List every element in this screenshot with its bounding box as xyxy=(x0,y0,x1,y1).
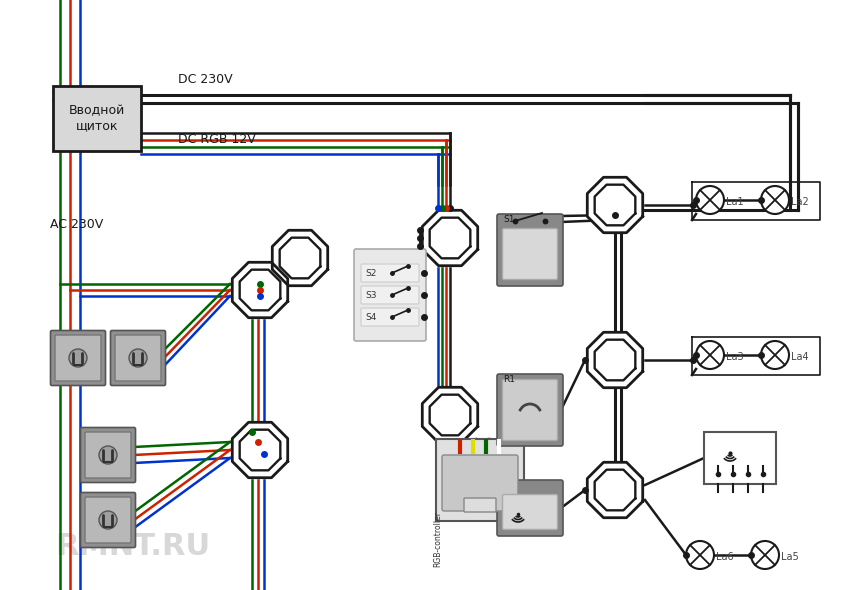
Text: S1: S1 xyxy=(503,215,514,224)
Circle shape xyxy=(129,349,147,367)
Circle shape xyxy=(69,349,87,367)
Text: R1: R1 xyxy=(503,375,515,384)
Polygon shape xyxy=(232,422,287,478)
Circle shape xyxy=(686,541,714,569)
Text: Вводной
щиток: Вводной щиток xyxy=(69,104,125,132)
Polygon shape xyxy=(587,177,643,232)
FancyBboxPatch shape xyxy=(85,497,131,543)
Polygon shape xyxy=(280,238,320,278)
FancyBboxPatch shape xyxy=(442,455,518,511)
Text: S3: S3 xyxy=(365,290,377,300)
FancyBboxPatch shape xyxy=(81,428,135,483)
Text: S2: S2 xyxy=(365,268,377,277)
Text: RMNT.RU: RMNT.RU xyxy=(55,532,210,561)
Text: La3: La3 xyxy=(726,352,744,362)
Text: La6: La6 xyxy=(716,552,734,562)
Polygon shape xyxy=(240,270,280,310)
Polygon shape xyxy=(232,263,287,318)
Polygon shape xyxy=(422,387,478,442)
Polygon shape xyxy=(272,230,328,286)
Polygon shape xyxy=(240,430,280,470)
FancyBboxPatch shape xyxy=(53,86,141,150)
Circle shape xyxy=(761,186,789,214)
Circle shape xyxy=(99,446,117,464)
Text: AC 230V: AC 230V xyxy=(50,218,103,231)
FancyBboxPatch shape xyxy=(704,432,776,484)
Text: La4: La4 xyxy=(791,352,808,362)
FancyBboxPatch shape xyxy=(115,335,161,381)
FancyBboxPatch shape xyxy=(497,374,563,446)
Polygon shape xyxy=(595,340,635,381)
Circle shape xyxy=(99,511,117,529)
FancyBboxPatch shape xyxy=(50,330,105,385)
FancyBboxPatch shape xyxy=(85,432,131,478)
FancyBboxPatch shape xyxy=(436,439,524,521)
Text: S4: S4 xyxy=(365,313,377,322)
FancyBboxPatch shape xyxy=(361,264,419,282)
FancyBboxPatch shape xyxy=(354,249,426,341)
FancyBboxPatch shape xyxy=(81,493,135,548)
FancyBboxPatch shape xyxy=(361,308,419,326)
Text: La1: La1 xyxy=(726,197,744,207)
Polygon shape xyxy=(595,185,635,225)
Text: RGB-controller: RGB-controller xyxy=(434,511,443,567)
Text: DC 230V: DC 230V xyxy=(178,73,233,86)
Text: La5: La5 xyxy=(781,552,799,562)
Circle shape xyxy=(761,341,789,369)
FancyBboxPatch shape xyxy=(464,498,496,512)
Text: DC RGB 12V: DC RGB 12V xyxy=(178,133,256,146)
Circle shape xyxy=(751,541,779,569)
FancyBboxPatch shape xyxy=(502,379,558,441)
FancyBboxPatch shape xyxy=(361,286,419,304)
FancyBboxPatch shape xyxy=(110,330,166,385)
Polygon shape xyxy=(587,332,643,388)
Circle shape xyxy=(696,341,724,369)
Text: La2: La2 xyxy=(791,197,808,207)
FancyBboxPatch shape xyxy=(497,480,563,536)
FancyBboxPatch shape xyxy=(497,214,563,286)
FancyBboxPatch shape xyxy=(55,335,101,381)
Polygon shape xyxy=(587,463,643,517)
Circle shape xyxy=(696,186,724,214)
Polygon shape xyxy=(595,470,635,510)
Polygon shape xyxy=(422,210,478,266)
Polygon shape xyxy=(429,395,470,435)
Polygon shape xyxy=(429,218,470,258)
FancyBboxPatch shape xyxy=(502,228,558,280)
FancyBboxPatch shape xyxy=(502,494,558,529)
